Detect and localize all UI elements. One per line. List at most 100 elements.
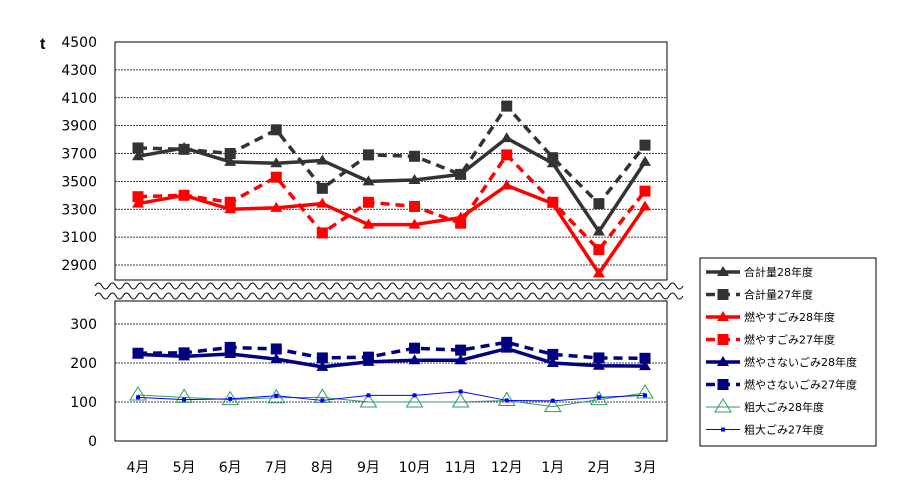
- data-point: [224, 196, 236, 208]
- legend-entry: 粗大ごみ28年度: [706, 398, 824, 414]
- data-point: [639, 139, 651, 151]
- data-point: [455, 344, 467, 356]
- data-point: [362, 218, 375, 229]
- data-point: [547, 348, 559, 360]
- series-line: [137, 183, 647, 276]
- data-point: [270, 171, 282, 183]
- data-point: [717, 311, 729, 321]
- legend-label: 合計量27年度: [744, 288, 813, 302]
- data-point: [504, 398, 509, 403]
- data-point: [455, 217, 467, 229]
- series-line: [137, 340, 646, 361]
- data-point: [639, 352, 651, 364]
- data-point: [500, 179, 513, 190]
- x-tick-label: 9月: [357, 460, 380, 476]
- data-point: [224, 148, 236, 159]
- data-point: [270, 353, 283, 364]
- data-point: [458, 389, 463, 394]
- y-tick-label: 4100: [61, 91, 97, 107]
- legend-label: 燃やすごみ27年度: [744, 333, 835, 347]
- x-tick-label: 8月: [311, 460, 334, 476]
- data-point: [500, 132, 513, 143]
- series-2: [132, 100, 651, 210]
- data-point: [405, 393, 424, 408]
- legend-entry: 燃やすごみ28年度: [706, 310, 835, 324]
- data-point: [178, 347, 190, 359]
- series-layer: [129, 100, 654, 413]
- data-point: [639, 155, 651, 166]
- data-point: [224, 341, 236, 353]
- series-4: [132, 149, 651, 256]
- data-point: [408, 354, 421, 365]
- data-point: [270, 157, 283, 168]
- x-tick-label: 10月: [399, 460, 431, 476]
- legend-box: [699, 257, 877, 447]
- series-line: [137, 346, 646, 369]
- data-point: [543, 397, 562, 413]
- upper-plot-frame: [114, 41, 668, 281]
- data-point: [408, 173, 421, 184]
- x-tick-label: 3月: [634, 460, 657, 476]
- data-point: [451, 393, 470, 408]
- data-point: [717, 379, 729, 390]
- data-point: [717, 334, 729, 345]
- x-tick-label: 7月: [265, 460, 288, 476]
- data-point: [592, 359, 605, 370]
- data-point: [228, 396, 233, 401]
- data-point: [593, 198, 605, 210]
- data-point: [136, 395, 140, 400]
- x-tick-label: 11月: [445, 460, 477, 476]
- data-point: [409, 150, 421, 162]
- data-point: [224, 348, 237, 359]
- data-point: [497, 391, 516, 406]
- data-point: [316, 154, 329, 165]
- x-tick-label: 2月: [587, 460, 610, 476]
- series-line: [137, 153, 647, 252]
- x-tick-label: 6月: [219, 460, 242, 476]
- data-point: [592, 225, 605, 236]
- data-point: [596, 395, 601, 400]
- x-tick-label: 1月: [541, 460, 564, 476]
- data-point: [593, 352, 605, 364]
- data-point: [274, 393, 279, 398]
- y-tick-label: 3700: [61, 147, 97, 163]
- legend-entry: 合計量28年度: [706, 265, 813, 279]
- data-point: [132, 150, 144, 161]
- axis-break: [94, 282, 684, 300]
- legend-entry: 燃やすごみ27年度: [706, 333, 835, 347]
- data-point: [550, 398, 555, 403]
- x-tick-label: 5月: [173, 460, 196, 476]
- data-point: [590, 390, 608, 406]
- data-point: [547, 152, 559, 164]
- data-point: [366, 393, 371, 398]
- data-point: [182, 397, 187, 402]
- data-point: [178, 189, 190, 201]
- data-point: [643, 393, 647, 398]
- legend-label: 粗大ごみ27年度: [744, 423, 824, 437]
- data-point: [175, 388, 193, 403]
- series-line: [137, 390, 646, 402]
- data-point: [592, 267, 605, 278]
- legend-entry: 燃やさないごみ28年度: [706, 355, 857, 369]
- y-axis-label: t: [40, 36, 46, 53]
- data-point: [224, 203, 237, 214]
- data-point: [362, 196, 374, 208]
- y-tick-label: 3500: [61, 174, 97, 190]
- y-tick-label: 100: [70, 395, 97, 411]
- legend: 合計量28年度合計量27年度燃やすごみ28年度燃やすごみ27年度燃やさないごみ2…: [699, 257, 877, 447]
- data-point: [270, 124, 282, 136]
- y-tick-label: 2900: [61, 258, 97, 274]
- data-point: [408, 218, 421, 229]
- legend-label: 燃やさないごみ28年度: [744, 355, 857, 369]
- data-point: [714, 398, 732, 413]
- data-point: [501, 100, 513, 112]
- series-line: [137, 136, 647, 234]
- data-point: [501, 336, 513, 348]
- data-point: [547, 196, 559, 208]
- series-line: [137, 104, 647, 206]
- axis-break-wave: [94, 292, 684, 300]
- data-point: [316, 352, 328, 364]
- y-tick-label: 4500: [61, 35, 97, 51]
- data-point: [639, 200, 651, 211]
